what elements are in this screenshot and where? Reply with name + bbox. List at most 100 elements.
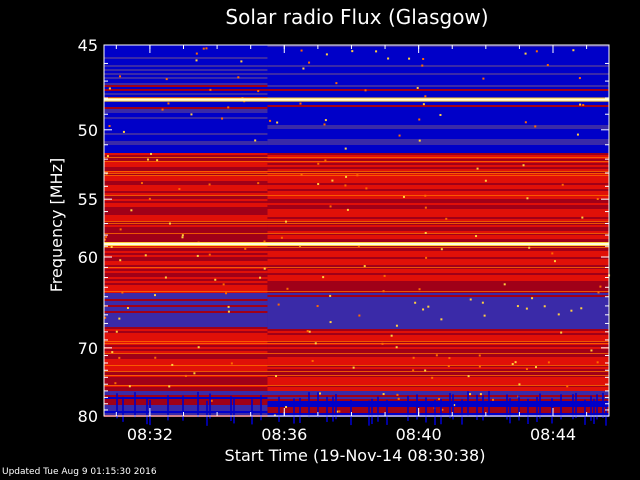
spectrogram-speckle [422, 308, 425, 311]
spectrogram-noise-column [407, 395, 409, 421]
spectrogram-speckle [469, 393, 472, 396]
spectrogram-speckle [481, 301, 484, 304]
spectrogram-row [267, 81, 609, 83]
spectrogram-row [104, 67, 268, 69]
spectrogram-row [104, 107, 268, 109]
spectrogram-row [104, 213, 268, 215]
spectrogram-speckle [300, 173, 303, 176]
spectrogram-noise-column [197, 391, 199, 418]
spectrogram-speckle [424, 95, 427, 98]
spectrogram-speckle [478, 365, 481, 368]
spectrogram-row [267, 45, 609, 47]
spectrogram-speckle [222, 283, 225, 286]
spectrogram-row [104, 237, 268, 239]
y-axis-label: Frequency [MHz] [47, 158, 66, 292]
spectrogram-speckle [324, 159, 327, 162]
spectrogram-row [104, 55, 268, 57]
spectrogram-speckle [110, 246, 113, 249]
spectrogram-speckle [421, 64, 424, 67]
spectrogram-row [104, 103, 268, 105]
spectrogram-row [104, 409, 268, 411]
spectrogram-row [104, 207, 268, 209]
spectrogram-row [104, 147, 268, 149]
spectrogram-speckle [576, 133, 579, 136]
spectrogram-speckle [439, 113, 442, 116]
spectrogram-row [104, 79, 268, 81]
spectrogram-speckle [484, 179, 487, 182]
spectrogram-row [104, 183, 268, 185]
spectrogram-row [104, 407, 268, 409]
spectrogram-noise-column [593, 398, 595, 424]
spectrogram-row [104, 149, 268, 151]
spectrogram-row [104, 187, 268, 189]
spectrogram-row [104, 399, 268, 401]
spectrogram-row [267, 311, 609, 313]
spectrogram-row [267, 133, 609, 135]
spectrogram-row [104, 307, 268, 309]
spectrogram-speckle [525, 307, 528, 310]
spectrogram-speckle [344, 147, 347, 150]
spectrogram-speckle [524, 52, 527, 55]
spectrogram-row [267, 337, 609, 339]
chart-axes: 45 50 55 60 70 80 08:32 08:36 08:40 08:44 [78, 36, 610, 444]
spectrogram-speckle [525, 368, 528, 371]
spectrogram-row [104, 227, 268, 229]
spectrogram-noise-column [332, 396, 334, 422]
spectrogram-speckle [221, 117, 224, 120]
spectrogram-row [104, 145, 268, 147]
spectrogram-speckle [257, 90, 260, 93]
spectrogram-speckle [277, 303, 280, 306]
spectrogram-row [267, 349, 609, 351]
spectrogram-speckle [302, 67, 305, 70]
y-tick-label: 60 [78, 248, 98, 267]
spectrogram-speckle [314, 342, 317, 345]
spectrogram-speckle [408, 57, 411, 60]
spectrogram-noise-column [251, 399, 253, 425]
spectrogram-speckle [164, 276, 167, 279]
spectrogram-streak [104, 247, 609, 248]
spectrogram-row [104, 391, 268, 393]
spectrogram-speckle [590, 349, 593, 352]
spectrogram-noise-column [560, 394, 562, 420]
spectrogram-row [267, 47, 609, 49]
spectrogram-row [267, 397, 609, 399]
spectrogram-row [104, 51, 268, 53]
spectrogram-row [267, 127, 609, 129]
spectrogram-speckle [503, 283, 506, 286]
spectrogram-speckle [285, 406, 288, 409]
spectrogram-row [104, 71, 268, 73]
spectrogram-speckle [306, 330, 309, 333]
spectrogram-noise-column [182, 395, 184, 421]
spectrogram-speckle [299, 102, 302, 105]
spectrogram-speckle [581, 216, 584, 219]
spectrogram-speckle [398, 134, 401, 137]
spectrogram-row [267, 121, 609, 123]
spectrogram-row [104, 339, 268, 341]
spectrogram-row [267, 275, 609, 277]
spectrogram-row [104, 89, 268, 91]
spectrogram-row [267, 241, 609, 243]
spectrogram-row [267, 383, 609, 385]
spectrogram-speckle [570, 309, 573, 312]
y-tick-label: 50 [78, 121, 98, 140]
spectrogram-noise-column [596, 394, 598, 420]
spectrogram-row [267, 111, 609, 113]
spectrogram-speckle [104, 316, 107, 319]
spectrogram-row [267, 389, 609, 391]
chart-title: Solar radio Flux (Glasgow) [225, 5, 488, 29]
spectrogram-speckle [146, 158, 149, 161]
spectrogram-speckle [122, 130, 125, 133]
spectrogram-row [104, 293, 268, 295]
spectrogram-row [104, 401, 268, 403]
spectrogram-row [267, 129, 609, 131]
spectrogram-speckle [547, 361, 550, 364]
spectrogram-speckle [275, 375, 278, 378]
spectrogram-streak [104, 365, 609, 366]
spectrogram-speckle [418, 139, 421, 142]
spectrogram-row [267, 309, 609, 311]
spectrogram-row [104, 105, 268, 107]
spectrogram-row [104, 191, 268, 193]
spectrogram-row [267, 79, 609, 81]
spectrogram-speckle [518, 383, 521, 386]
spectrogram-row [267, 103, 609, 105]
